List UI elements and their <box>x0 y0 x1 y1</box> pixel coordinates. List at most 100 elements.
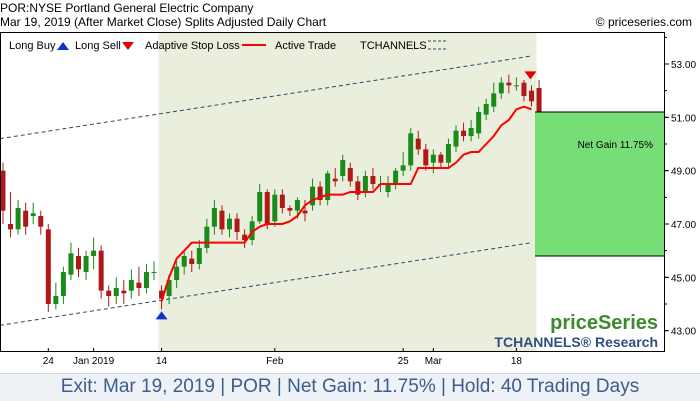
legend-long-sell-label: Long Sell <box>75 40 121 52</box>
candle-body <box>121 290 127 294</box>
candle-body <box>53 296 59 304</box>
candle-body <box>0 170 6 211</box>
legend-adaptive-stop-label: Adaptive Stop Loss <box>145 40 240 52</box>
candle-body <box>362 176 368 192</box>
x-tick-label: 14 <box>156 356 168 367</box>
candle-body <box>393 170 399 184</box>
x-tick-label: Jan 2019 <box>73 356 115 367</box>
candle-body <box>498 82 504 94</box>
candle-body <box>272 194 278 222</box>
candle-body <box>136 282 142 288</box>
candle-body <box>249 221 255 240</box>
candles-group <box>0 74 542 312</box>
long-buy-legend-icon <box>57 42 69 50</box>
candle-body <box>234 218 240 232</box>
candle-body <box>491 93 497 107</box>
long-sell-marker <box>524 71 537 80</box>
candle-body <box>68 253 74 275</box>
logo-sub: TCHANNELS® Research <box>494 334 658 350</box>
candle-body <box>30 213 36 216</box>
chart-title: POR:NYSE Portland General Electric Compa… <box>0 1 254 15</box>
candle-body <box>310 186 316 206</box>
candle-body <box>60 272 66 296</box>
candle-body <box>91 250 97 256</box>
candle-body <box>461 130 467 136</box>
candle-body <box>279 194 285 208</box>
y-tick-label: 47.00 <box>671 220 696 231</box>
candle-body <box>211 208 217 227</box>
candle-body <box>506 82 512 86</box>
footer-summary: Exit: Mar 19, 2019 | POR | Net Gain: 11.… <box>0 373 700 401</box>
net-gain-label: Net Gain 11.75% <box>578 140 654 151</box>
candle-body <box>302 210 308 214</box>
candle-body <box>521 82 527 96</box>
candle-body <box>453 130 459 147</box>
candle-body <box>219 210 225 230</box>
candle-body <box>181 256 187 267</box>
candle-body <box>83 256 89 272</box>
candle-body <box>445 144 451 163</box>
candle-body <box>15 208 21 230</box>
channel-lower-line <box>0 242 532 326</box>
candle-body <box>536 88 542 120</box>
candle-body <box>174 266 180 280</box>
candle-body <box>317 186 323 200</box>
candle-body <box>483 104 489 115</box>
candle-body <box>8 224 14 230</box>
candle-body <box>257 192 263 222</box>
x-tick-label: Mar <box>425 356 443 367</box>
candle-body <box>325 173 331 200</box>
candle-body <box>98 250 104 291</box>
candle-body <box>476 112 482 134</box>
x-tick-label: 24 <box>43 356 55 367</box>
candle-body <box>264 192 270 224</box>
candle-body <box>113 288 119 296</box>
candle-body <box>415 138 421 150</box>
candle-body <box>128 280 134 291</box>
candle-body <box>370 176 376 184</box>
x-tick-label: 25 <box>398 356 410 367</box>
price-chart: Net Gain 11.75% 53.00 51.00 49.00 47.00 45.0… <box>0 32 696 367</box>
candle-body <box>347 168 353 182</box>
candle-body <box>189 258 195 264</box>
candle-body <box>196 248 202 264</box>
chart-subtitle: Mar 19, 2019 (After Market Close) Splits… <box>0 15 327 29</box>
x-tick-label: 18 <box>511 356 523 367</box>
long-buy-marker <box>155 311 168 320</box>
channel-upper-line <box>0 55 532 140</box>
y-tick-label: 49.00 <box>671 167 696 178</box>
legend-tchannels-label: TCHANNELS <box>360 40 427 52</box>
candle-body <box>45 229 51 304</box>
brand-credit: © priceseries.com <box>595 15 692 29</box>
x-tick-label: Feb <box>266 356 284 367</box>
candle-body <box>23 210 29 227</box>
candle-body <box>438 154 444 163</box>
candle-body <box>385 184 391 192</box>
candle-body <box>166 280 172 296</box>
active-trade-legend-icon <box>336 40 350 50</box>
y-axis: 53.00 51.00 49.00 47.00 45.00 43.00 <box>665 36 696 338</box>
candle-body <box>400 165 406 171</box>
candle-body <box>287 208 293 211</box>
adaptive-stop-line <box>160 105 532 302</box>
candle-body <box>159 290 165 299</box>
legend-long-buy-label: Long Buy <box>9 40 56 52</box>
candle-body <box>106 290 112 296</box>
candle-body <box>143 272 149 288</box>
candle-body <box>242 234 248 240</box>
logo-main: priceSeries <box>550 312 658 334</box>
candle-body <box>294 200 300 211</box>
candle-body <box>408 133 414 166</box>
candle-body <box>529 90 534 102</box>
net-gain-box <box>535 112 664 256</box>
candle-body <box>513 85 519 87</box>
candle-body <box>204 226 210 248</box>
candle-body <box>355 181 361 195</box>
plot-frame <box>0 32 665 352</box>
y-tick-label: 45.00 <box>671 273 696 284</box>
candle-body <box>430 154 436 163</box>
candle-body <box>227 218 232 230</box>
candle-body <box>76 256 81 270</box>
candle-body <box>151 272 157 273</box>
candle-body <box>423 149 429 166</box>
